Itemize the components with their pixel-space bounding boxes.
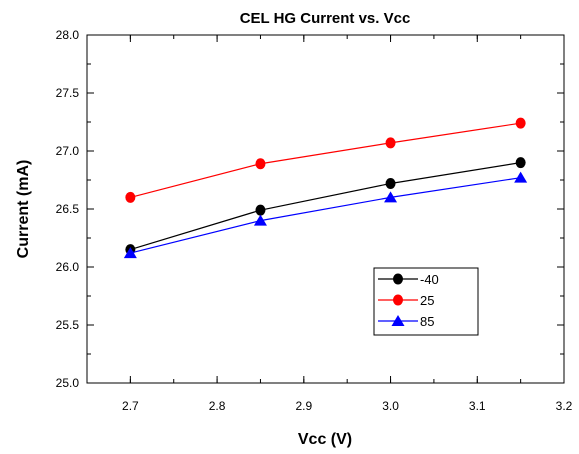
x-tick-label: 3.2 [556,399,573,413]
data-point [123,247,137,259]
x-tick-label: 3.1 [469,399,486,413]
chart-title: CEL HG Current vs. Vcc [240,10,411,27]
legend-marker [393,273,403,285]
data-point [255,158,266,170]
data-point [385,177,396,189]
data-point [125,191,136,203]
y-tick-label: 26.5 [56,202,80,216]
data-series [123,117,528,259]
legend-item: -40 [378,272,439,287]
legend: -40 25 85 [373,267,479,336]
y-tick-label: 28.0 [56,28,80,42]
series-0 [125,157,526,256]
series-line [130,177,521,254]
x-tick-label: 3.0 [382,399,399,413]
legend-marker [391,315,405,326]
legend-marker [393,294,403,306]
legend-label: 85 [420,314,434,329]
y-tick-label: 25.5 [56,318,80,332]
x-axis-label: Vcc (V) [298,431,352,448]
series-1 [125,117,526,203]
legend-item: 25 [378,293,434,308]
data-point [515,117,526,129]
data-point [515,157,526,169]
x-tick-label: 2.7 [122,399,139,413]
y-tick-label: 27.0 [56,144,80,158]
x-tick-label: 2.8 [209,399,226,413]
data-point [384,191,398,203]
y-tick-label: 25.0 [56,376,80,390]
series-2 [123,171,528,259]
y-axis-label: Current (mA) [15,160,32,259]
series-line [130,162,521,251]
legend-label: 25 [420,293,434,308]
series-line [130,122,521,198]
legend-label: -40 [420,272,439,287]
axis-ticks: 2.7 2.8 2.9 3.0 3.1 3.2 25.0 25.5 26.0 26.5 27.0 27… [56,28,573,413]
data-point [514,171,528,183]
data-point [253,214,267,226]
legend-item: 85 [378,314,434,329]
y-tick-label: 26.0 [56,260,80,274]
x-tick-label: 2.9 [295,399,312,413]
data-point [255,204,266,216]
data-point [385,137,396,149]
y-tick-label: 27.5 [56,86,80,100]
